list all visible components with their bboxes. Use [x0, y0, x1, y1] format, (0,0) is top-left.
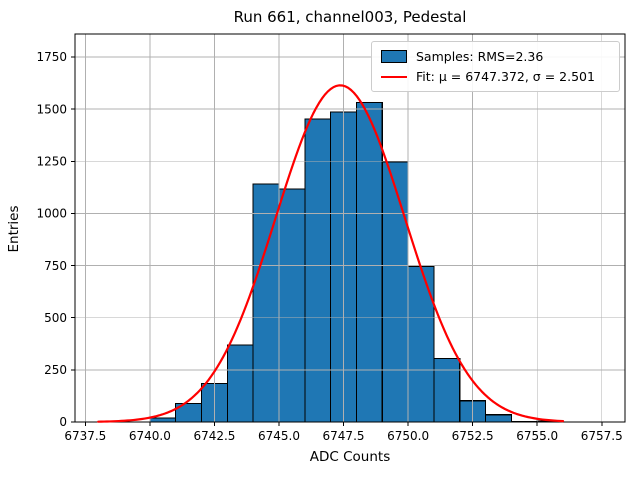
y-tick-label: 1750 — [36, 50, 67, 64]
x-tick-label: 6752.5 — [452, 429, 494, 443]
y-tick-label: 250 — [44, 363, 67, 377]
y-tick-label: 0 — [59, 415, 67, 429]
y-tick-label: 1250 — [36, 154, 67, 168]
histogram-swatch — [381, 50, 407, 63]
histogram-bar — [407, 265, 435, 423]
histogram-bar — [278, 188, 306, 423]
y-tick-label: 1000 — [36, 207, 67, 221]
legend-fit-label: Fit: μ = 6747.372, σ = 2.501 — [416, 69, 595, 84]
y-tick-label: 500 — [44, 311, 67, 325]
histogram-bar — [433, 357, 461, 423]
x-tick-label: 6742.5 — [193, 429, 235, 443]
histogram-bar — [485, 414, 512, 423]
chart-title: Run 661, channel003, Pedestal — [233, 8, 467, 26]
x-tick-label: 6740.0 — [129, 429, 171, 443]
x-axis-label: ADC Counts — [309, 449, 391, 465]
legend-samples-label: Samples: RMS=2.36 — [416, 49, 544, 64]
legend-item-samples: Samples: RMS=2.36 — [381, 47, 611, 66]
x-tick-label: 6747.5 — [323, 429, 365, 443]
x-tick-label: 6750.0 — [387, 429, 429, 443]
y-axis-label: Entries — [6, 205, 22, 253]
y-tick-label: 1500 — [36, 102, 67, 116]
fit-line-swatch — [381, 75, 407, 78]
histogram-bar — [226, 344, 254, 423]
fit-curve — [97, 84, 565, 423]
histogram-bar — [149, 417, 177, 423]
legend: Samples: RMS=2.36 Fit: μ = 6747.372, σ =… — [371, 41, 620, 92]
histogram-bar — [304, 118, 332, 423]
x-tick-label: 6737.5 — [64, 429, 106, 443]
axes-frame — [74, 33, 626, 423]
x-tick-label: 6745.0 — [258, 429, 300, 443]
histogram-bar — [355, 101, 383, 423]
x-tick-label: 6757.5 — [581, 429, 623, 443]
legend-item-fit: Fit: μ = 6747.372, σ = 2.501 — [381, 67, 611, 86]
histogram-bar — [252, 183, 280, 423]
y-tick-label: 750 — [44, 259, 67, 273]
histogram-bar — [381, 161, 409, 423]
x-tick-label: 6755.0 — [516, 429, 558, 443]
